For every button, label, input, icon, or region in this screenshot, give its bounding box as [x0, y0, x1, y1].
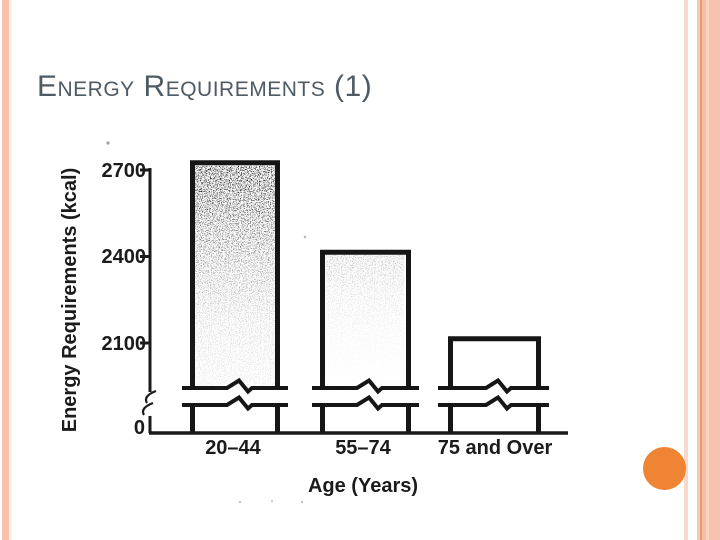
scan-speck — [238, 500, 242, 504]
x-tick-label-20-44: 20–44 — [205, 437, 261, 459]
bar-chart: 2700 2400 2100 0 Energy Requirements (kc… — [59, 141, 568, 504]
bar-75-over-break-upper — [438, 377, 549, 395]
bar-55-74-stipple — [326, 255, 404, 388]
right-edge-stripe-1 — [684, 0, 688, 540]
accent-circle — [643, 447, 686, 490]
left-edge-stripe — [2, 0, 9, 540]
scan-speck — [270, 499, 274, 503]
x-tick-label-55-74: 55–74 — [335, 437, 391, 459]
slide-title: Energy Requirements (1) — [37, 70, 373, 103]
left-edge-stripe-light — [9, 0, 12, 540]
bar-group-75-over — [438, 336, 549, 432]
right-edge-stripe-2 — [697, 0, 700, 540]
bar-group-20-44 — [182, 160, 288, 432]
bar-75-over-break-lower — [438, 394, 549, 412]
scan-speck — [106, 141, 110, 145]
bar-55-74-break-lower — [312, 394, 419, 412]
y-tick-label-2100: 2100 — [102, 333, 147, 355]
right-edge-stripe-4 — [702, 0, 706, 540]
right-edge-stripe-5 — [706, 0, 709, 540]
right-edge-stripe-6 — [709, 0, 720, 540]
bar-20-44-stipple — [195, 165, 275, 388]
x-axis-title: Age (Years) — [308, 475, 418, 497]
scan-speck — [303, 235, 307, 239]
bar-20-44-break-lower — [182, 394, 288, 412]
bar-group-55-74 — [312, 249, 419, 432]
bar-20-44-stub — [190, 406, 280, 432]
y-tick-label-2400: 2400 — [102, 246, 147, 268]
bar-20-44-break-upper — [182, 377, 288, 395]
bar-55-74-stub — [320, 406, 411, 432]
y-axis-title: Energy Requirements (kcal) — [59, 168, 81, 433]
bar-75-over-stub — [448, 406, 541, 432]
y-tick-label-0: 0 — [134, 417, 145, 439]
bar-55-74-break-upper — [312, 377, 419, 395]
x-tick-label-75-over: 75 and Over — [438, 437, 553, 459]
y-axis-break-icon — [141, 389, 157, 416]
y-tick-label-2700: 2700 — [102, 160, 147, 182]
scan-speck — [300, 500, 304, 504]
bar-75-over — [448, 336, 541, 388]
right-edge-stripe-3 — [700, 0, 702, 540]
